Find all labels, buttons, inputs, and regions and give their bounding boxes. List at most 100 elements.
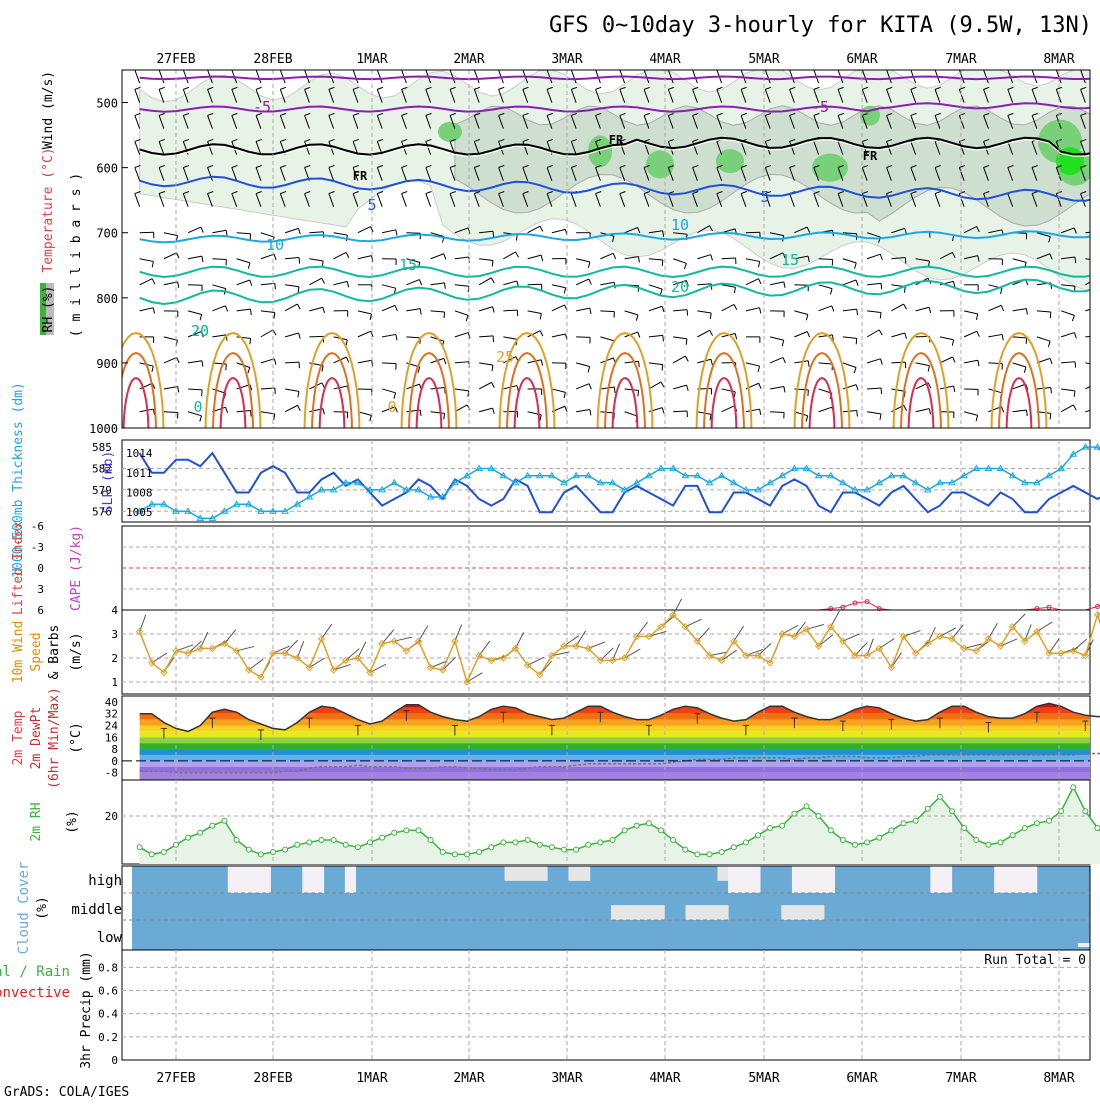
cloud-block-high xyxy=(505,866,516,881)
wind-barb-flag xyxy=(178,387,179,393)
wind-barb xyxy=(261,330,273,337)
wind-barb-flag xyxy=(881,283,882,289)
wind-barb xyxy=(600,253,613,258)
wind-barb-flag xyxy=(466,315,468,321)
wind-barb-flag xyxy=(663,335,664,341)
2m-rh-point xyxy=(889,828,894,833)
wind-barb xyxy=(431,412,445,414)
2m-rh-point xyxy=(149,852,154,857)
wind-barb xyxy=(188,256,202,259)
cloud-block-high xyxy=(238,866,249,893)
date-label-bottom: 5MAR xyxy=(748,1071,779,1086)
wind-barb xyxy=(891,362,905,363)
wind-barb-flag xyxy=(298,391,299,397)
wind-barb xyxy=(576,363,590,367)
cloud-block-high xyxy=(994,866,1005,893)
2m-rh-point xyxy=(913,818,918,823)
cloud-block-high xyxy=(515,866,526,881)
wind-barb-flag xyxy=(735,333,736,339)
2m-rh-point xyxy=(731,845,736,850)
2m-rh-point xyxy=(198,830,203,835)
thickness-line xyxy=(140,447,1100,518)
wind-barb-flag xyxy=(564,288,565,294)
wind-barb-flag xyxy=(322,366,323,372)
wind-barb xyxy=(1013,309,1027,311)
cloud-block-high xyxy=(568,866,579,881)
wind-barb-flag xyxy=(183,87,189,89)
wind-barb xyxy=(649,285,662,289)
wind-barb xyxy=(188,389,202,390)
wind-barb-flag xyxy=(280,87,286,89)
wind-barb xyxy=(334,281,348,284)
2m-rh-point xyxy=(234,838,239,843)
wind-barb xyxy=(552,334,566,337)
precip-frame xyxy=(122,950,1090,1060)
wind-barb-flag xyxy=(662,365,663,371)
date-label-top: 28FEB xyxy=(253,52,292,67)
2m-rh-point xyxy=(659,828,664,833)
cloud-row-label: high xyxy=(88,873,122,889)
wind-barb xyxy=(576,259,590,262)
wind-barb xyxy=(552,389,566,392)
wind-barb-flag xyxy=(1001,288,1002,294)
rh-shading-70 xyxy=(438,122,462,142)
wind-barb xyxy=(819,407,832,412)
wind-barb xyxy=(673,356,685,363)
wind-barb-flag xyxy=(200,416,202,422)
wind-barb xyxy=(600,412,614,413)
wind-barb-flag xyxy=(275,283,276,289)
wind-barb-flag xyxy=(250,338,251,344)
wind-barb xyxy=(358,331,371,337)
wind-barb xyxy=(1085,363,1099,365)
wind-barb xyxy=(406,309,420,311)
date-label-top: 1MAR xyxy=(356,52,387,67)
date-label-bottom: 3MAR xyxy=(551,1071,582,1086)
wind-barb xyxy=(819,306,832,311)
wind-barb xyxy=(964,412,978,416)
10m-wind-barb xyxy=(322,624,332,639)
cloud-block-middle xyxy=(696,905,707,920)
cloud-block-middle xyxy=(781,905,792,920)
wind-barb xyxy=(843,363,856,368)
wind-barb xyxy=(309,307,323,311)
wind-barb xyxy=(794,332,807,337)
wind-barb xyxy=(431,387,445,388)
wind-barb xyxy=(1061,389,1075,391)
2m-rh-point xyxy=(743,840,748,845)
wind-barb-flag xyxy=(881,359,883,365)
wind-barb xyxy=(746,409,760,412)
wind-barb-flag xyxy=(1001,305,1003,311)
contour-label: 15 xyxy=(781,251,799,269)
wind-barb-flag xyxy=(590,308,591,314)
wind-barb xyxy=(212,335,226,337)
isotherm-diurnal xyxy=(213,353,253,433)
wind-barb xyxy=(140,259,154,262)
y-tick-slp: 1011 xyxy=(126,467,153,480)
cloud-block-high xyxy=(749,866,760,893)
wind-barb-flag xyxy=(857,411,858,417)
wind-barb xyxy=(237,233,251,234)
y-label-total-rain: Total / Rain xyxy=(0,964,70,980)
wind-barb xyxy=(479,307,492,311)
wind-barb-flag xyxy=(297,304,300,309)
wind-barb xyxy=(285,258,299,259)
wind-barb-flag xyxy=(783,357,785,363)
y-label-2m-rh: 2m RH xyxy=(29,802,44,841)
cloud-block-high xyxy=(1015,866,1026,893)
wind-barb-flag xyxy=(493,408,495,414)
wind-barb xyxy=(528,311,542,314)
y-label-min-max: (6hr Min/Max) xyxy=(47,687,62,789)
wind-barb-flag xyxy=(159,87,165,89)
10m-wind-barb xyxy=(479,641,490,656)
wind-barb xyxy=(261,254,274,259)
2m-rh-point xyxy=(586,842,591,847)
wind-barb-flag xyxy=(492,365,493,371)
wind-barb-flag xyxy=(686,339,687,345)
y-tick-slp: 1005 xyxy=(126,506,153,519)
wind-barb-flag xyxy=(905,258,906,264)
wind-barb xyxy=(237,280,250,285)
cloud-block-middle xyxy=(813,905,824,920)
wind-barb xyxy=(474,70,479,83)
2m-rh-point xyxy=(925,806,930,811)
